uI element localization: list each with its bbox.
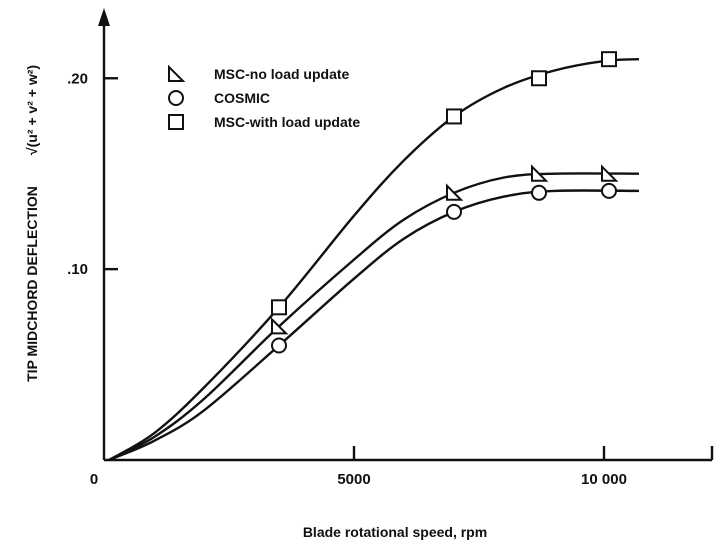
legend: MSC-no load update COSMIC MSC-with load up… [168, 64, 360, 130]
data-point-triangle [601, 164, 619, 182]
data-point-square [271, 299, 287, 316]
markers [271, 51, 619, 354]
y-tick-label: .20 [67, 70, 88, 87]
y-axis-formula: √(u² + v² + w²) [24, 65, 40, 155]
series-curve-circle [108, 189, 640, 462]
data-point-square [601, 51, 617, 68]
series-curve-triangle [108, 172, 640, 462]
y-tick-label: .10 [67, 261, 88, 278]
x-tick-label: 5000 [337, 471, 370, 488]
legend-label: MSC-no load update [214, 66, 350, 82]
data-point-circle [446, 203, 462, 220]
x-tick-label: 10 000 [581, 471, 627, 488]
data-point-circle [531, 184, 547, 201]
x-tick-label: 0 [90, 471, 98, 488]
series-curve-square [108, 58, 640, 462]
data-point-square [446, 108, 462, 125]
data-point-circle [601, 182, 617, 199]
legend-marker-circle [168, 90, 184, 106]
legend-label: MSC-with load update [214, 114, 360, 130]
x-axis-title: Blade rotational speed, rpm [303, 524, 487, 540]
y-axis-arrow [98, 8, 110, 26]
data-point-triangle [531, 164, 549, 182]
y-axis-title-group: TIP MIDCHORD DEFLECTION √(u² + v² + w²) [24, 65, 40, 382]
curves [108, 58, 640, 462]
axes [98, 8, 712, 462]
data-point-square [531, 70, 547, 87]
legend-marker-square [168, 114, 184, 130]
data-point-triangle [446, 183, 464, 201]
legend-label: COSMIC [214, 90, 270, 106]
data-point-circle [271, 337, 287, 354]
legend-marker-triangle [168, 64, 186, 82]
data-point-triangle [271, 316, 289, 335]
ticks: 0 5000 10 000 .10 .20 [67, 70, 714, 488]
y-axis-title: TIP MIDCHORD DEFLECTION [24, 186, 40, 382]
